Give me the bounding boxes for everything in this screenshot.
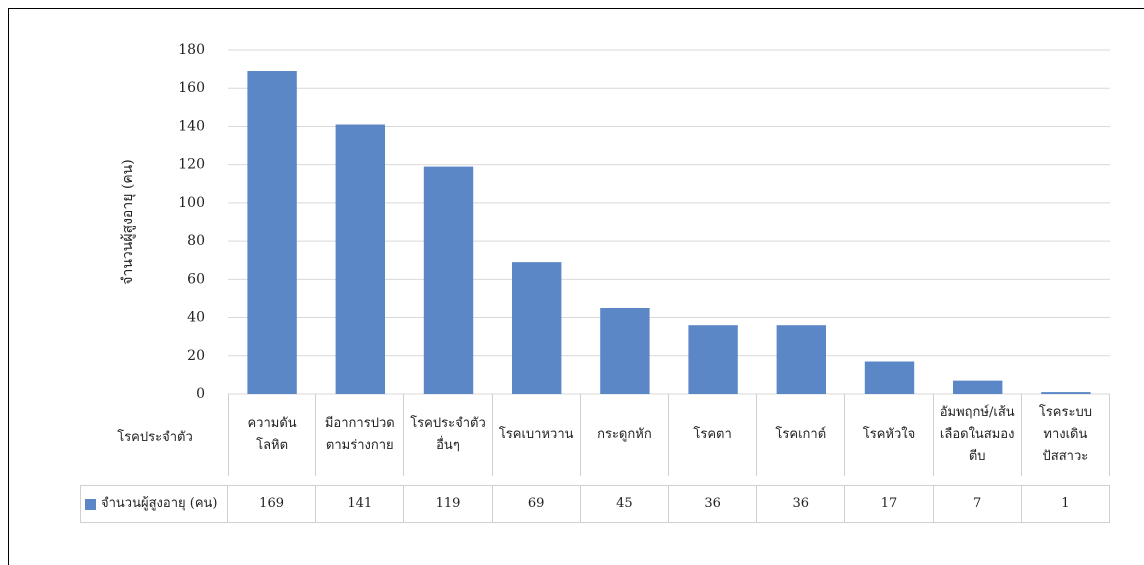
data-table-value: 1: [1021, 485, 1110, 523]
bar: [864, 361, 915, 394]
data-table-value: 17: [845, 485, 934, 523]
y-tick-label: 0: [196, 386, 205, 402]
data-table-value: 119: [404, 485, 493, 523]
legend-label: จำนวนผู้สูงอายุ (คน): [101, 496, 218, 511]
y-tick-label: 60: [187, 271, 205, 287]
data-table-value: 7: [933, 485, 1022, 523]
bar: [335, 124, 385, 395]
x-tick-label: โรคตา: [669, 394, 758, 476]
bar: [512, 262, 562, 394]
x-axis-title: โรคประจำตัว: [117, 429, 193, 445]
legend-cell: จำนวนผู้สูงอายุ (คน): [80, 485, 228, 523]
y-tick-label: 40: [187, 310, 205, 326]
bar: [1041, 392, 1091, 394]
bar: [423, 166, 474, 394]
data-table-value: 69: [492, 485, 581, 523]
data-table-value: 45: [580, 485, 669, 523]
y-tick-label: 120: [178, 157, 205, 173]
x-tick-label: โรคเบาหวาน: [493, 394, 581, 476]
x-tick-label: มีอาการปวด ตามร่างกาย: [316, 394, 405, 476]
bar: [688, 325, 738, 394]
y-tick-label: 100: [178, 195, 205, 211]
chart-frame: [8, 8, 1144, 565]
bar: [953, 380, 1003, 394]
y-tick-label: 140: [178, 118, 205, 134]
data-table-value: 141: [316, 485, 405, 523]
y-tick-label: 80: [187, 233, 205, 249]
y-tick-label: 20: [187, 348, 205, 364]
bar: [247, 71, 297, 395]
x-tick-label: กระดูกหัก: [581, 394, 669, 476]
x-tick-label: ความดัน โลหิต: [228, 394, 317, 476]
y-tick-label: 180: [178, 42, 205, 58]
bar: [600, 308, 650, 394]
x-tick-label: อัมพฤกษ์/เส้น เลือดในสมอง ตีบ: [934, 394, 1022, 476]
data-table-value: 36: [669, 485, 758, 523]
bar: [776, 325, 826, 394]
data-table-value: 36: [757, 485, 846, 523]
x-tick-label: โรคเกาต์: [757, 394, 846, 476]
legend-swatch: [85, 498, 96, 510]
x-tick-label: โรคประจำตัว อื่นๆ: [404, 394, 493, 476]
x-tick-label: โรคหัวใจ: [845, 394, 934, 476]
y-axis-title: จำนวนผู้สูงอายุ (คน): [120, 159, 136, 284]
x-tick-label: โรคระบบ ทางเดิน ปัสสาวะ: [1022, 394, 1110, 476]
y-tick-label: 160: [178, 80, 205, 96]
data-table-value: 169: [228, 485, 317, 523]
